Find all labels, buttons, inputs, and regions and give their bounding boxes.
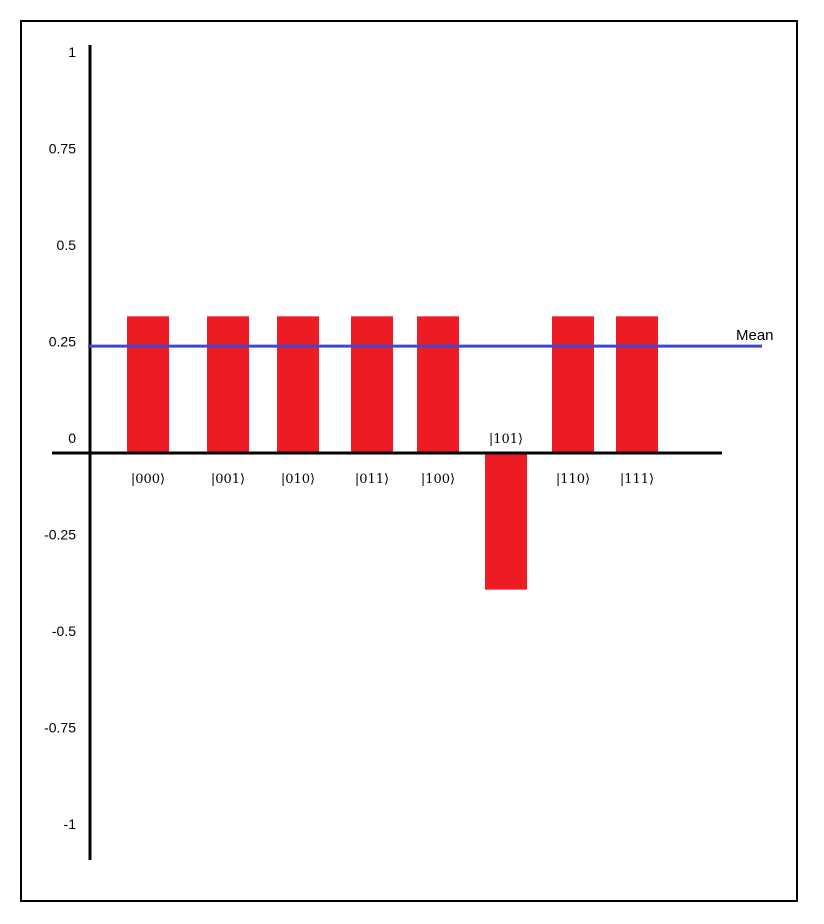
category-label: |000⟩ xyxy=(131,472,165,487)
category-label: |110⟩ xyxy=(556,472,590,487)
bar-3 xyxy=(351,316,393,453)
category-label: |101⟩ xyxy=(489,432,523,447)
category-label: |010⟩ xyxy=(281,472,315,487)
y-tick-label: 0.5 xyxy=(57,237,77,253)
bar-7 xyxy=(616,316,658,453)
y-tick-label: -0.5 xyxy=(52,623,76,639)
y-tick-label: 0.25 xyxy=(49,334,76,350)
y-tick-label: 1 xyxy=(68,44,76,60)
y-tick-label: 0 xyxy=(68,430,76,446)
bar-5 xyxy=(485,453,527,590)
y-tick-label: -0.75 xyxy=(44,720,76,736)
bar-2 xyxy=(277,316,319,453)
chart-frame xyxy=(20,20,798,902)
bar-1 xyxy=(207,316,249,453)
bar-0 xyxy=(127,316,169,453)
category-label: |011⟩ xyxy=(355,472,389,487)
y-tick-label: -1 xyxy=(64,816,77,832)
mean-label: Mean xyxy=(736,327,774,344)
category-label: |111⟩ xyxy=(620,472,654,487)
category-label: |001⟩ xyxy=(211,472,245,487)
y-tick-label: -0.25 xyxy=(44,527,76,543)
bar-6 xyxy=(552,316,594,453)
bar-4 xyxy=(417,316,459,453)
category-label: |100⟩ xyxy=(421,472,455,487)
y-tick-label: 0.75 xyxy=(49,141,76,157)
